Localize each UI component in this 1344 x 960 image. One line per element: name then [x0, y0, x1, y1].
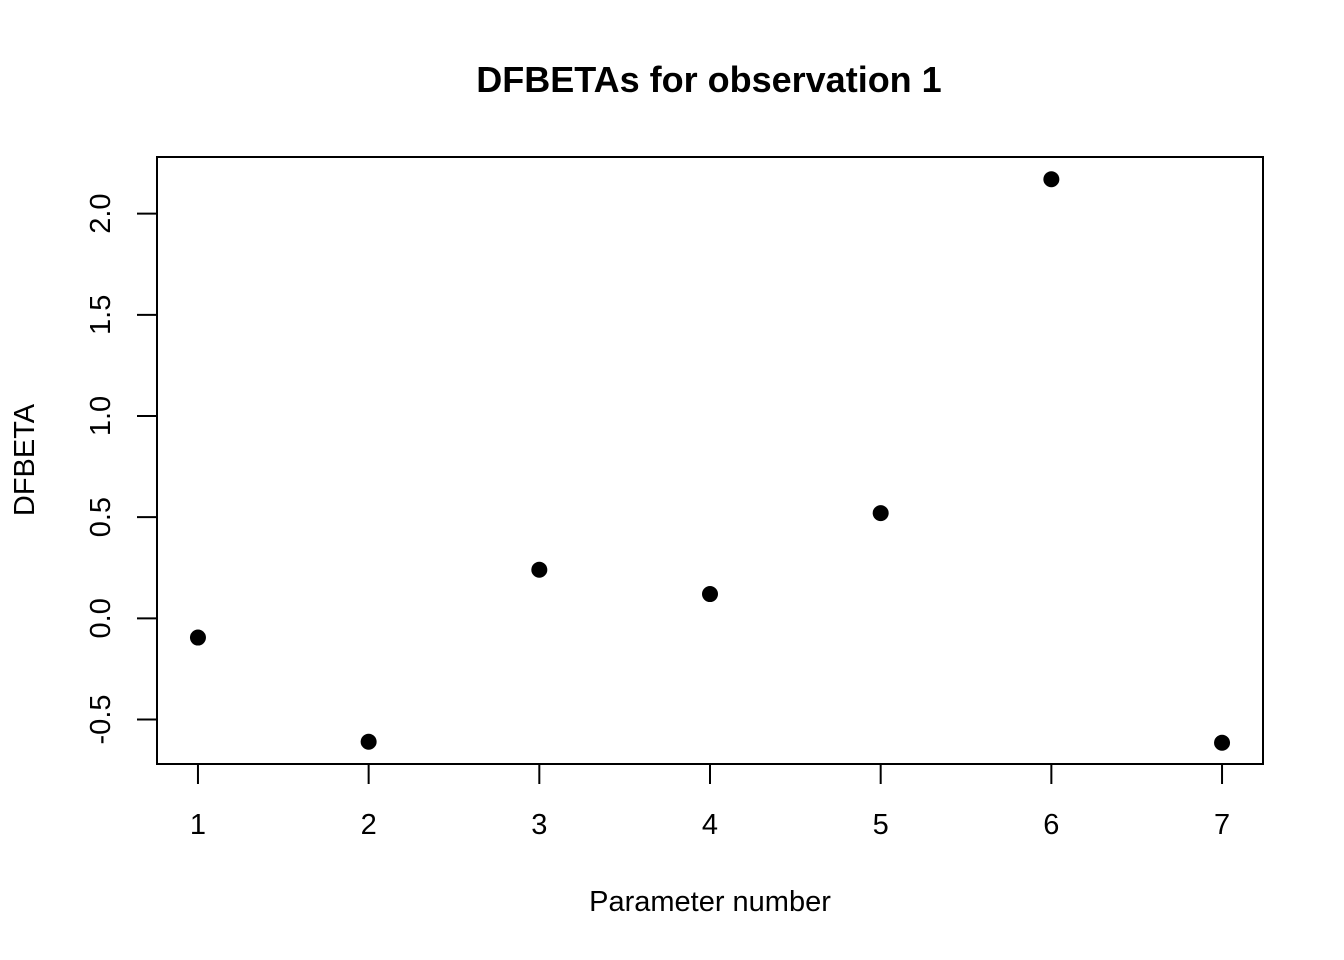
data-point: [360, 733, 377, 750]
x-tick-label: 5: [873, 809, 889, 841]
data-point: [189, 629, 206, 646]
data-points: [189, 171, 1231, 751]
y-tick-label: 0.0: [85, 598, 117, 638]
y-tick-label: 1.0: [85, 396, 117, 436]
x-tick-label: 4: [702, 809, 718, 841]
x-tick-label: 2: [361, 809, 377, 841]
x-axis-label: Parameter number: [589, 886, 831, 918]
x-tick-label: 3: [531, 809, 547, 841]
x-tick-label: 7: [1214, 809, 1230, 841]
plot-frame: [156, 156, 1264, 765]
y-tick-label: 2.0: [85, 193, 117, 233]
data-point: [531, 561, 548, 578]
chart-title: DFBETAs for observation 1: [476, 59, 941, 100]
x-tick-label: 6: [1043, 809, 1059, 841]
y-tick-label: -0.5: [85, 694, 117, 744]
data-point: [1214, 734, 1231, 751]
y-axis-label: DFBETA: [9, 403, 41, 516]
x-tick-label: 1: [190, 809, 206, 841]
data-point: [702, 586, 718, 603]
y-tick-label: 0.5: [85, 497, 117, 537]
y-axis: -0.5 0.0 0.5 1.0 1.5 2.0: [85, 193, 158, 744]
y-tick-label: 1.5: [85, 295, 117, 335]
data-point: [1043, 171, 1060, 188]
data-point: [872, 505, 889, 522]
x-axis: 1 2 3 4 5 6 7: [190, 763, 1230, 841]
